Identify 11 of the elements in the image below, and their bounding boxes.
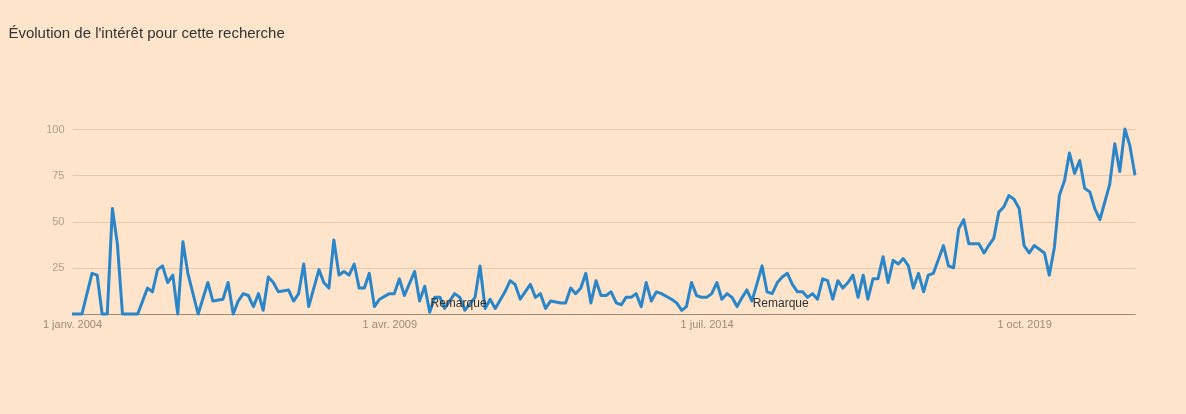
y-tick-label: 25 bbox=[52, 261, 65, 274]
x-tick-label: 1 janv. 2004 bbox=[42, 317, 103, 330]
chart-title: Évolution de l'intérêt pour cette recherche bbox=[8, 24, 285, 41]
y-tick-label: 50 bbox=[52, 215, 65, 227]
y-tick-label: 75 bbox=[52, 168, 65, 181]
y-tick-label: 100 bbox=[46, 122, 65, 135]
line-series bbox=[70, 127, 1137, 316]
annotation: Remarque bbox=[752, 296, 809, 310]
x-tick-label: 1 avr. 2009 bbox=[362, 317, 418, 330]
x-tick-label: 1 oct. 2019 bbox=[997, 317, 1052, 330]
x-tick-label: 1 juil. 2014 bbox=[680, 317, 734, 330]
